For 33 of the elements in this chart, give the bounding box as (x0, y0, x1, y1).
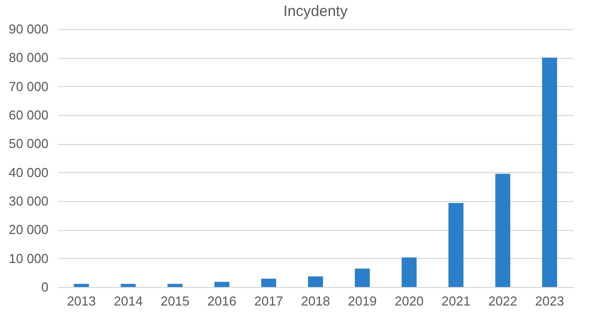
bar (448, 203, 464, 287)
bar (495, 174, 510, 287)
y-tick-label: 60 000 (8, 108, 48, 122)
y-tick-label: 70 000 (8, 78, 48, 94)
y-tick-label: 30 000 (8, 194, 48, 208)
x-tick-label: 2014 (114, 294, 143, 308)
y-tick-label: 80 000 (8, 50, 48, 66)
x-tick-label: 2013 (66, 294, 96, 308)
bar (308, 276, 323, 287)
bar (402, 257, 417, 287)
y-tick-label: 20 000 (8, 222, 48, 238)
bar (261, 278, 276, 287)
bar (120, 284, 136, 287)
x-tick-label: 2015 (160, 294, 190, 308)
y-tick-label: 0 (41, 280, 48, 294)
x-tick-label: 2023 (535, 294, 564, 308)
bar (74, 284, 89, 287)
x-tick-label: 2020 (394, 294, 424, 308)
bar (354, 268, 370, 287)
x-tick-label: 2016 (207, 294, 236, 308)
x-tick-label: 2019 (348, 294, 377, 308)
y-tick-label: 40 000 (8, 164, 48, 180)
y-tick-label: 90 000 (8, 22, 48, 36)
x-tick-label: 2021 (441, 294, 470, 308)
x-tick-label: 2017 (254, 294, 284, 308)
x-tick-label: 2018 (301, 294, 330, 308)
x-tick-label: 2022 (488, 294, 518, 308)
chart-title: Incydenty (283, 3, 348, 20)
bar (214, 282, 230, 287)
y-tick-label: 10 000 (8, 250, 48, 266)
y-tick-label: 50 000 (8, 136, 48, 152)
bar (542, 58, 558, 287)
bar (168, 284, 183, 287)
